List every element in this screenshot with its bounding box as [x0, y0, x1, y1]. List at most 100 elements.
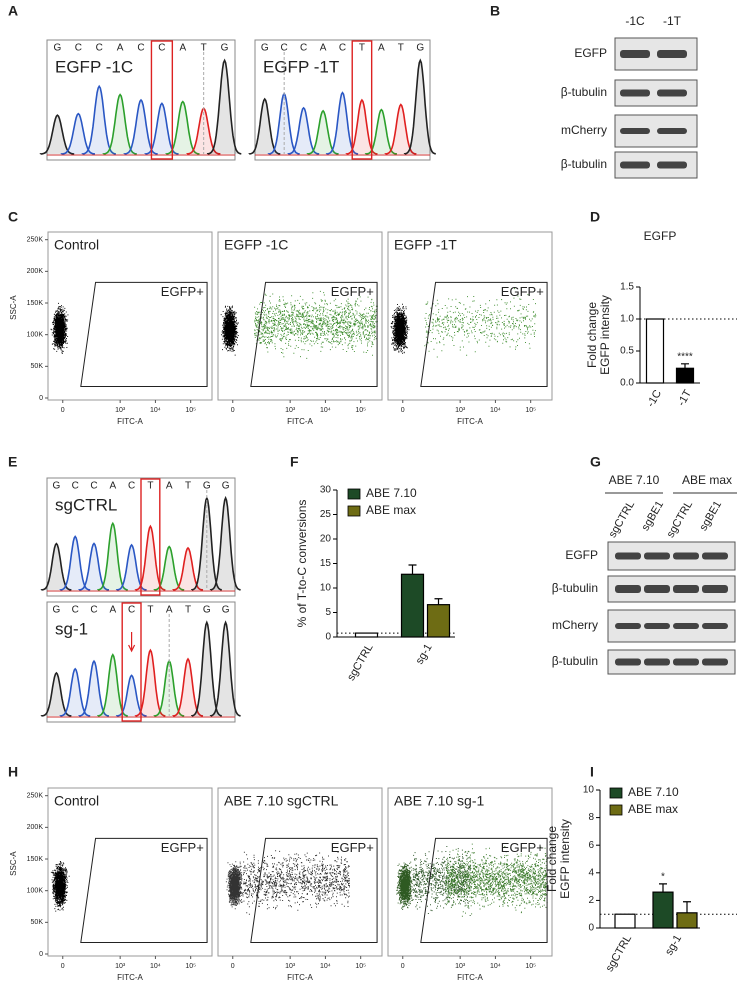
error-bar — [659, 883, 667, 893]
blot-row-label: EGFP — [574, 46, 607, 60]
y-axis-label: SSC-A — [9, 851, 18, 876]
blot-band — [702, 658, 728, 666]
gate — [250, 281, 378, 388]
x-axis-label: FITC-A — [457, 973, 483, 982]
panel-label: I — [590, 764, 594, 780]
y-tick-label: 10 — [320, 583, 332, 594]
base-letter: A — [378, 43, 385, 54]
x-tick-label: -1T — [675, 388, 694, 409]
lane-label: -1T — [663, 14, 682, 28]
flow-frame — [217, 231, 383, 401]
blot-row-label: β-tubulin — [552, 581, 598, 595]
base-letter: C — [75, 43, 82, 54]
lane-label: sgBE1 — [640, 499, 667, 533]
arrow — [128, 632, 136, 653]
y-tick-label: 2 — [588, 895, 594, 906]
y-tick-label: 8 — [588, 812, 594, 823]
gate — [80, 837, 208, 944]
trace-peak — [403, 58, 436, 155]
y-tick-label: 0.5 — [620, 346, 634, 357]
blot-band — [644, 552, 670, 560]
x-tick-label: 10⁴ — [320, 407, 331, 414]
trace-label: sg-1 — [55, 619, 88, 638]
flow-frame — [47, 231, 213, 401]
blot-band — [620, 128, 650, 134]
blot-band — [657, 50, 687, 58]
base-letter: A — [109, 605, 116, 616]
base-letter: T — [201, 43, 207, 54]
panel-label: H — [8, 764, 18, 780]
trace-peak — [190, 495, 222, 591]
base-letter: C — [72, 605, 79, 616]
highlight-box — [150, 40, 174, 160]
flow-events — [50, 302, 69, 354]
x-axis-label: FITC-A — [287, 417, 313, 426]
x-tick-label: 10⁴ — [490, 407, 501, 414]
x-tick-label: sg-1 — [414, 642, 435, 667]
legend-label: ABE 7.10 — [366, 486, 417, 500]
base-letter: T — [147, 481, 153, 492]
legend-label: ABE 7.10 — [628, 785, 679, 799]
base-letter: C — [128, 481, 135, 492]
base-letter: G — [222, 481, 230, 492]
y-tick-label: 6 — [588, 840, 594, 851]
x-tick-label: sgCTRL — [345, 642, 376, 683]
trace-peak — [190, 620, 222, 717]
trace-peak — [306, 109, 339, 155]
x-tick-label: 10⁵ — [185, 407, 196, 414]
blot-band — [620, 89, 650, 97]
base-letter: C — [90, 481, 97, 492]
bar — [426, 604, 451, 638]
error-bar — [681, 363, 689, 369]
x-tick-label: 10³ — [455, 407, 466, 414]
blot-row-label: mCherry — [552, 618, 598, 632]
bar — [400, 573, 425, 638]
base-letter: T — [147, 605, 153, 616]
base-letter: A — [109, 481, 116, 492]
base-letter: C — [128, 605, 135, 616]
blot-band — [644, 623, 670, 629]
flow-events — [390, 303, 410, 354]
plot-title: ABE 7.10 sg-1 — [394, 793, 484, 809]
base-letter: T — [185, 605, 191, 616]
blot-row-label: β-tubulin — [561, 85, 607, 99]
y-tick-label: 100K — [27, 332, 44, 339]
blot-band — [620, 50, 650, 58]
legend-label: ABE max — [366, 503, 416, 517]
blot-row-label: EGFP — [565, 548, 598, 562]
base-letter: C — [281, 43, 288, 54]
legend-swatch — [347, 505, 361, 517]
base-letter: T — [398, 43, 404, 54]
gate-label: EGFP+ — [161, 284, 204, 299]
blot-band — [615, 623, 641, 629]
y-tick-label: 0 — [39, 951, 43, 958]
base-letter: G — [222, 605, 230, 616]
blot-row-label: mCherry — [561, 123, 607, 137]
trace-peak — [40, 542, 72, 591]
trace-peak — [206, 58, 242, 155]
x-tick-label: sgCTRL — [604, 933, 635, 974]
base-letter: A — [179, 43, 186, 54]
x-tick-label: 10⁵ — [525, 963, 536, 970]
trace-peak — [248, 97, 281, 155]
blot-band — [673, 623, 699, 629]
base-letter: G — [416, 43, 424, 54]
x-tick-label: 10⁵ — [355, 963, 366, 970]
legend-swatch — [609, 804, 623, 816]
flow-events — [254, 290, 378, 359]
base-letter: G — [261, 43, 269, 54]
bar — [614, 913, 636, 929]
bar — [354, 632, 379, 638]
flow-events — [242, 850, 350, 915]
error-bar — [408, 564, 417, 575]
trace-peak — [172, 657, 204, 717]
x-tick-label: 0 — [61, 963, 65, 970]
legend-swatch — [609, 787, 623, 799]
group-label: ABE 7.10 — [609, 473, 660, 487]
error-bar — [434, 598, 443, 605]
legend-label: ABE max — [628, 802, 678, 816]
blot-band — [673, 552, 699, 560]
highlight-box — [140, 478, 161, 596]
x-tick-label: 10³ — [115, 963, 126, 970]
